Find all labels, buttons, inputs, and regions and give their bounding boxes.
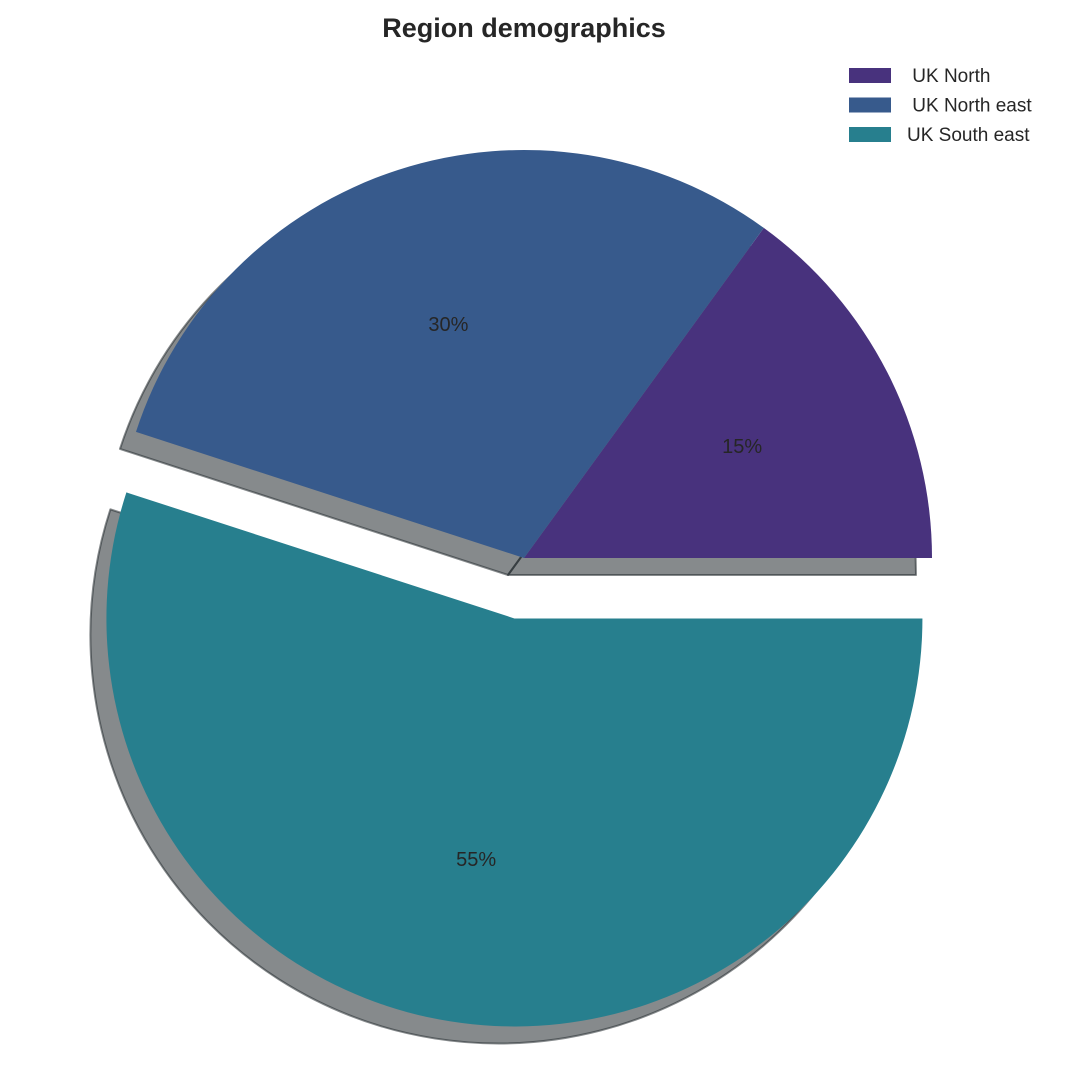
slice-label-uk-north: 15% <box>722 436 762 458</box>
legend-label-uk-north-east: UK North east <box>907 96 1032 117</box>
legend-swatch-uk-south-east <box>849 127 891 142</box>
legend-swatch-uk-north <box>849 68 891 83</box>
pie-slice-uk-north <box>524 227 933 559</box>
pie-slice-uk-south-east <box>106 492 923 1027</box>
legend-swatch-uk-north-east <box>849 97 891 113</box>
slice-label-uk-north-east: 30% <box>428 314 468 336</box>
legend-label-uk-north: UK North <box>907 66 990 87</box>
pie-slice-uk-north-east <box>135 149 764 558</box>
pie-slices <box>106 149 933 1027</box>
chart-title: Region demographics <box>382 13 666 43</box>
slice-labels: 15% 30% 55% <box>428 314 762 871</box>
slice-label-uk-south-east: 55% <box>456 849 496 871</box>
legend: UK North UK North east UK South east <box>849 66 1032 146</box>
legend-label-uk-south-east: UK South east <box>907 125 1030 146</box>
